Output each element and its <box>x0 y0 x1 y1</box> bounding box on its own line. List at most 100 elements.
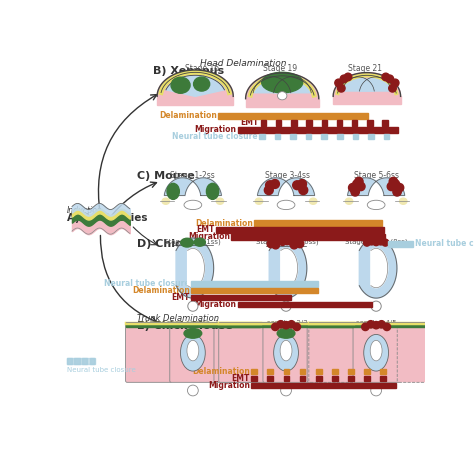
Text: EMT: EMT <box>241 118 259 127</box>
Text: EMT: EMT <box>172 293 190 302</box>
Bar <box>290 134 296 140</box>
Circle shape <box>377 238 384 245</box>
Text: Delamination: Delamination <box>192 367 250 376</box>
Text: Stage 5-6ss: Stage 5-6ss <box>354 171 399 180</box>
Polygon shape <box>269 238 307 298</box>
Polygon shape <box>157 70 233 96</box>
Circle shape <box>373 238 380 246</box>
Bar <box>191 295 292 301</box>
Text: Neural tube closure: Neural tube closure <box>415 239 474 248</box>
Ellipse shape <box>206 183 219 199</box>
Bar <box>191 281 319 287</box>
Text: E) Chick-Mouse: E) Chick-Mouse <box>137 321 233 331</box>
Circle shape <box>274 237 282 245</box>
Polygon shape <box>371 248 388 288</box>
Bar <box>90 358 95 364</box>
Ellipse shape <box>167 183 179 199</box>
Bar <box>283 369 289 374</box>
Circle shape <box>393 188 401 196</box>
Bar <box>157 96 233 105</box>
Bar <box>383 134 389 140</box>
Circle shape <box>344 73 352 81</box>
Circle shape <box>188 301 198 311</box>
Ellipse shape <box>400 198 407 204</box>
Circle shape <box>368 238 375 245</box>
Bar <box>291 120 297 126</box>
Ellipse shape <box>193 77 210 91</box>
Bar <box>332 369 337 374</box>
Polygon shape <box>246 73 319 99</box>
Circle shape <box>293 181 301 189</box>
Circle shape <box>272 241 280 249</box>
Bar <box>231 234 385 239</box>
Ellipse shape <box>181 334 205 371</box>
Polygon shape <box>281 248 298 288</box>
Bar <box>219 323 353 327</box>
Circle shape <box>356 182 365 191</box>
Bar <box>316 376 321 381</box>
Bar <box>82 358 87 364</box>
Text: somites 4/5: somites 4/5 <box>356 320 396 326</box>
Ellipse shape <box>194 238 205 246</box>
Bar <box>306 134 311 140</box>
Text: Head Delamination: Head Delamination <box>200 59 286 68</box>
FancyBboxPatch shape <box>309 323 355 382</box>
Bar <box>389 241 413 247</box>
Ellipse shape <box>216 198 224 204</box>
Polygon shape <box>273 76 311 93</box>
Bar <box>348 376 354 381</box>
Circle shape <box>364 239 370 246</box>
Polygon shape <box>359 238 397 298</box>
Bar <box>191 288 319 293</box>
Text: Stage 21: Stage 21 <box>347 64 382 73</box>
Ellipse shape <box>364 334 389 371</box>
Circle shape <box>378 321 385 328</box>
Polygon shape <box>166 75 224 96</box>
Text: Neural tube closure: Neural tube closure <box>172 132 257 141</box>
Text: Stage 1-2ss: Stage 1-2ss <box>171 171 215 180</box>
Bar <box>246 99 319 108</box>
Circle shape <box>264 186 273 194</box>
Ellipse shape <box>184 328 202 338</box>
Bar <box>251 376 257 381</box>
Bar <box>348 369 354 374</box>
Polygon shape <box>360 77 392 91</box>
Bar <box>368 134 374 140</box>
Text: Stage 16: Stage 16 <box>185 64 219 73</box>
Text: D) Chick: D) Chick <box>137 239 190 249</box>
Circle shape <box>389 177 398 186</box>
Bar <box>333 96 401 104</box>
FancyBboxPatch shape <box>307 323 353 382</box>
Bar <box>300 369 305 374</box>
Bar <box>364 369 370 374</box>
Circle shape <box>362 323 369 331</box>
Text: Trunk Delamination: Trunk Delamination <box>137 314 219 323</box>
Bar <box>337 134 343 140</box>
FancyBboxPatch shape <box>170 323 216 382</box>
Circle shape <box>355 177 363 186</box>
Bar <box>251 369 257 374</box>
Circle shape <box>281 385 292 396</box>
Circle shape <box>383 323 391 331</box>
FancyBboxPatch shape <box>263 323 309 382</box>
Ellipse shape <box>346 198 353 204</box>
Bar <box>237 302 372 307</box>
Bar <box>337 120 342 126</box>
Ellipse shape <box>310 198 317 204</box>
Text: Neural tube closure: Neural tube closure <box>66 367 136 373</box>
Ellipse shape <box>277 328 295 338</box>
Bar <box>74 358 80 364</box>
Ellipse shape <box>262 72 303 93</box>
Bar <box>316 369 321 374</box>
Bar <box>321 134 327 140</box>
Circle shape <box>281 301 291 311</box>
Bar <box>332 376 337 381</box>
Ellipse shape <box>162 198 170 204</box>
Bar <box>352 120 357 126</box>
Polygon shape <box>342 77 374 91</box>
Circle shape <box>392 79 399 87</box>
Ellipse shape <box>171 77 190 93</box>
Bar <box>274 134 280 140</box>
FancyBboxPatch shape <box>397 323 444 382</box>
Bar <box>219 113 368 119</box>
